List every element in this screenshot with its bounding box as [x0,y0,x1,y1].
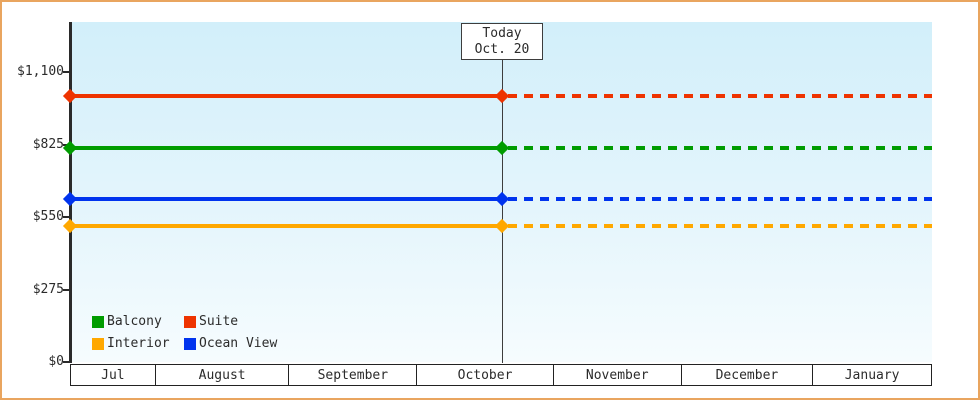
y-axis-tick-label: $275 [32,282,64,297]
x-axis-month-november: November [554,365,682,385]
legend-item-suite: Suite [184,314,277,329]
today-vertical-line [502,60,503,363]
y-axis-tick-mark [63,361,69,363]
series-line-dashed-interior [508,224,932,228]
series-line-solid-balcony [72,146,502,150]
legend-label: Ocean View [199,336,278,351]
series-line-dashed-balcony [508,146,932,150]
today-label: Today [482,25,522,41]
x-axis-month-row: Jul August September October November Decembe… [70,364,932,386]
legend-item-balcony: Balcony [92,314,184,329]
legend-item-ocean-view: Ocean View [184,336,277,351]
legend-swatch-icon [92,315,104,328]
x-axis-month-january: January [844,367,900,383]
y-axis-tick-label: $550 [32,209,64,224]
legend-swatch-icon [184,337,196,350]
x-axis-month-september: September [289,365,418,385]
series-line-solid-suite [72,94,502,98]
legend-swatch-icon [92,337,104,350]
x-axis-month-jul: Jul [71,365,156,385]
y-axis-tick-label: $0 [48,354,64,369]
y-axis-tick-label: $1,100 [17,64,64,79]
today-date: Oct. 20 [474,41,530,57]
legend-label: Interior [107,336,170,351]
x-axis-month-december: December [682,365,814,385]
legend-swatch-icon [184,315,196,328]
y-axis-tick-mark [63,289,69,291]
x-axis-month-august: August [156,365,290,385]
x-axis-month-october: October [417,365,554,385]
y-axis-tick-mark [63,216,69,218]
y-axis-tick-mark [63,71,69,73]
series-line-dashed-ocean-view [508,197,932,201]
series-line-dashed-suite [508,94,932,98]
legend: Balcony Suite Interior Ocean View [92,314,277,351]
y-axis-tick-label: $825 [32,137,64,152]
legend-label: Balcony [107,314,162,329]
legend-label: Suite [199,314,239,329]
legend-item-interior: Interior [92,336,184,351]
series-line-solid-interior [72,224,502,228]
series-line-solid-ocean-view [72,197,502,201]
today-annotation-box: Today Oct. 20 [461,23,543,60]
